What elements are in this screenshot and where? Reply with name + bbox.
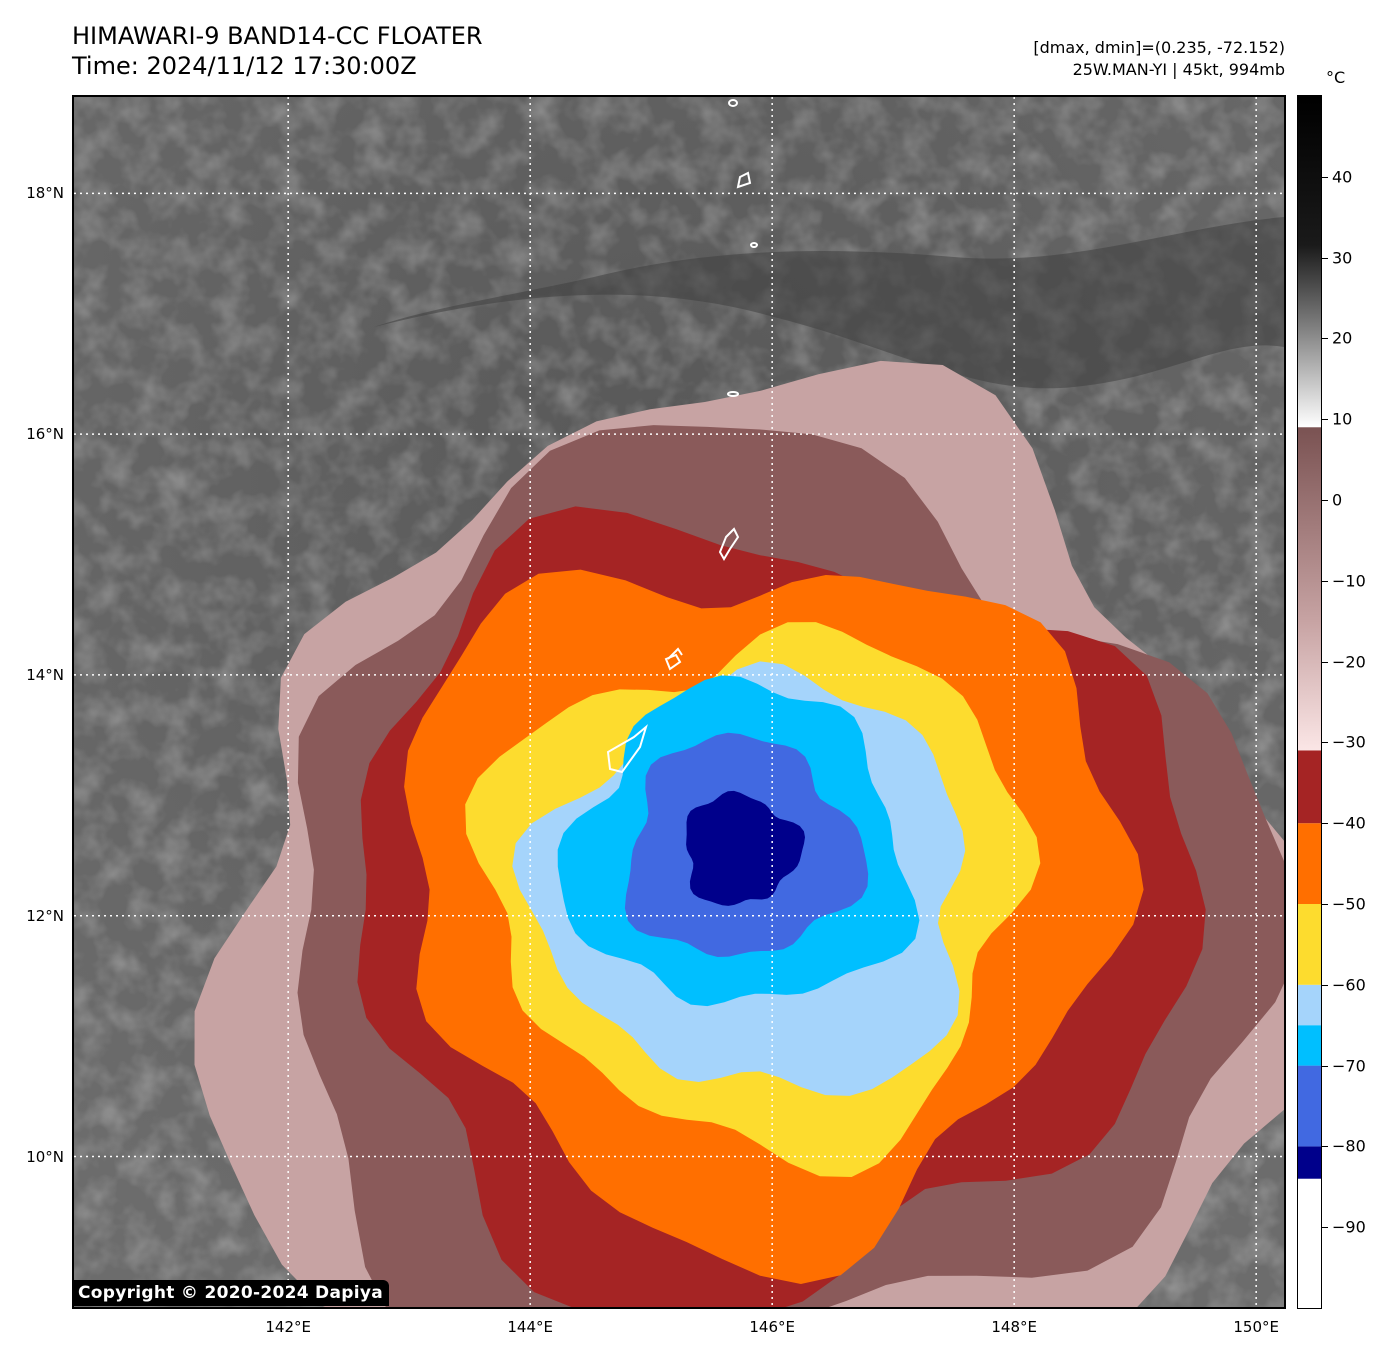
colorbar-tick [1322,500,1328,501]
colorbar-gradient [1298,96,1321,1308]
title-satellite-product: HIMAWARI-9 BAND14-CC FLOATER [72,22,483,50]
colorbar-band [1298,1065,1321,1147]
colorbar-label: −40 [1332,813,1366,833]
colorbar-pink-segment [1298,427,1321,751]
island-coastline [727,391,739,397]
colorbar-label: −50 [1332,894,1366,914]
longitude-label: 142°E [265,1318,311,1336]
satellite-map [72,95,1286,1309]
colorbar-band [1298,1146,1321,1179]
longitude-label: 150°E [1233,1318,1279,1336]
colorbar-label: −70 [1332,1056,1366,1076]
navy-core-layer [686,790,805,906]
data-range-info: [dmax, dmin]=(0.235, -72.152) [1033,38,1285,57]
colorbar-label: 10 [1332,409,1353,429]
colorbar-tick [1322,1227,1328,1229]
storm-info: 25W.MAN-YI | 45kt, 994mb [1072,60,1285,79]
colorbar-gray-segment [1298,96,1321,428]
colorbar-band [1298,984,1321,1026]
island-coastline [750,242,758,248]
longitude-label: 144°E [507,1318,553,1336]
latitude-label: 16°N [26,425,64,444]
colorbar-label: 30 [1332,248,1353,268]
colorbar-label: −30 [1332,732,1366,752]
colorbar-label: 40 [1332,167,1353,187]
copyright-notice: Copyright © 2020-2024 Dapiya [72,1280,389,1306]
colorbar-tick [1322,257,1328,259]
colorbar-label: −90 [1332,1217,1366,1237]
colorbar-band [1298,823,1321,904]
colorbar-label: −60 [1332,975,1366,995]
title-timestamp: Time: 2024/11/12 17:30:00Z [72,52,417,80]
colorbar-label: −10 [1332,571,1366,591]
colorbar-tick [1322,419,1328,421]
island-coastline [728,99,738,107]
tinian-coastline [667,647,683,660]
colorbar-label: −20 [1332,652,1366,672]
dry-air-region [374,217,1284,389]
colorbar-band [1298,1025,1321,1066]
longitude-label: 148°E [991,1318,1037,1336]
colorbar-tick [1322,742,1328,744]
colorbar-unit: °C [1326,68,1346,87]
storm-cloud-shield [194,360,1284,1307]
colorbar-band [1298,1178,1321,1308]
colorbar-band [1298,750,1321,824]
coastlines [606,99,758,774]
colorbar-tick [1322,984,1328,986]
colorbar-tick [1322,338,1328,340]
colorbar-label: 20 [1332,328,1353,348]
colorbar-tick [1322,661,1328,663]
latitude-label: 18°N [26,184,64,203]
colorbar-tick [1322,1146,1328,1148]
colorbar-tick [1322,580,1328,582]
temperature-colorbar [1297,95,1322,1309]
island-coastline [736,171,752,189]
latitude-label: 12°N [26,906,64,925]
colorbar-tick [1322,176,1328,178]
satellite-imagery [74,97,1284,1307]
rota-coastline [664,653,682,671]
colorbar-tick [1322,1065,1328,1067]
latitude-label: 10°N [26,1147,64,1166]
latitude-label: 14°N [26,665,64,684]
saipan-coastline [718,527,740,561]
colorbar-tick [1322,823,1328,825]
longitude-label: 146°E [749,1318,795,1336]
colorbar-label: 0 [1332,490,1343,510]
colorbar-tick [1322,904,1328,905]
colorbar-label: −80 [1332,1136,1366,1156]
guam-coastline [606,724,648,774]
colorbar-band [1298,904,1321,985]
lat-lon-gridlines [74,97,1284,1307]
